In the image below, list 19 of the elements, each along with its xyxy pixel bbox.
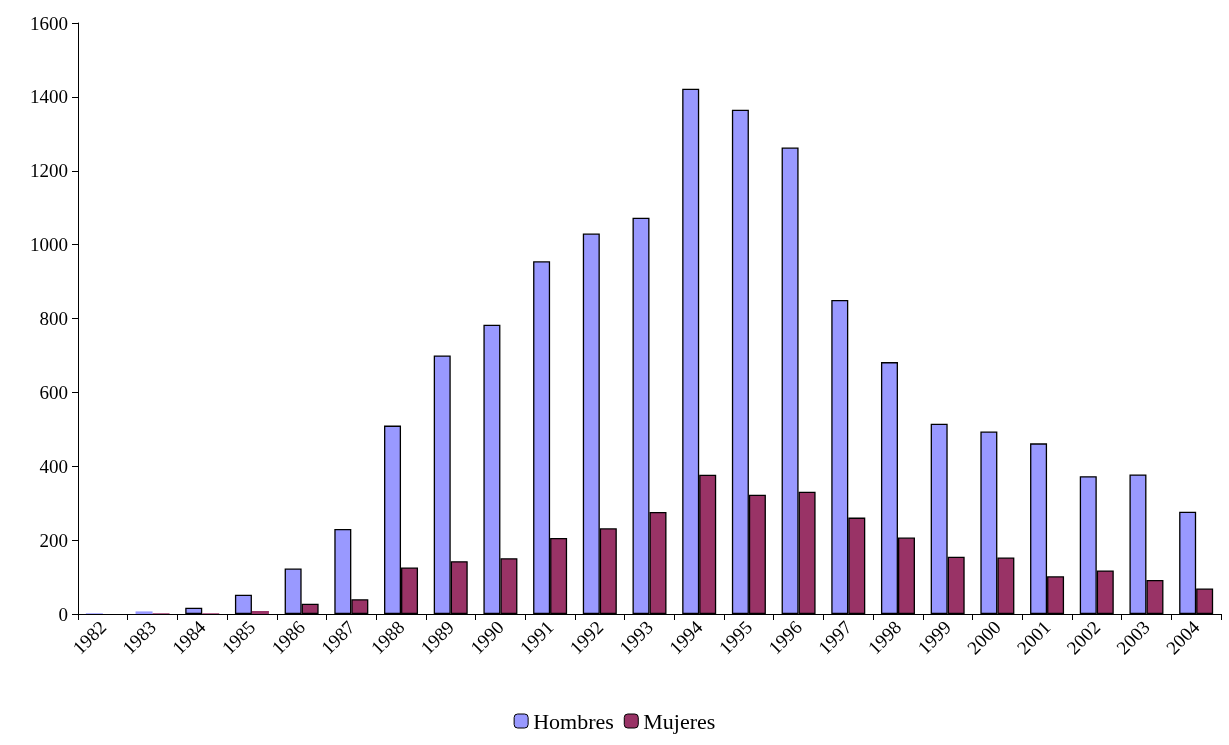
y-tick-label: 0 <box>58 603 68 625</box>
y-tick-label: 800 <box>39 308 68 329</box>
y-tick-label: 400 <box>39 455 68 477</box>
y-tick-label: 1000 <box>30 234 68 256</box>
y-tick-label: 1200 <box>30 160 68 182</box>
x-tick-label: 1990 <box>466 616 508 659</box>
y-tick-label: 1600 <box>30 12 68 34</box>
x-tick-label: 1982 <box>68 616 111 659</box>
bar <box>135 611 153 614</box>
y-tick-label: 200 <box>39 529 68 551</box>
y-tick-label: 600 <box>39 381 68 403</box>
legend-label: Mujeres <box>643 708 716 734</box>
x-tick-label: 1989 <box>416 616 459 659</box>
x-tick-label: 1999 <box>913 616 956 659</box>
x-tick-label: 1992 <box>565 616 608 659</box>
y-tick-label: 1400 <box>30 86 68 108</box>
x-tick-label: 1991 <box>515 616 558 659</box>
bar <box>251 611 269 614</box>
legend-label: Hombres <box>533 708 614 734</box>
